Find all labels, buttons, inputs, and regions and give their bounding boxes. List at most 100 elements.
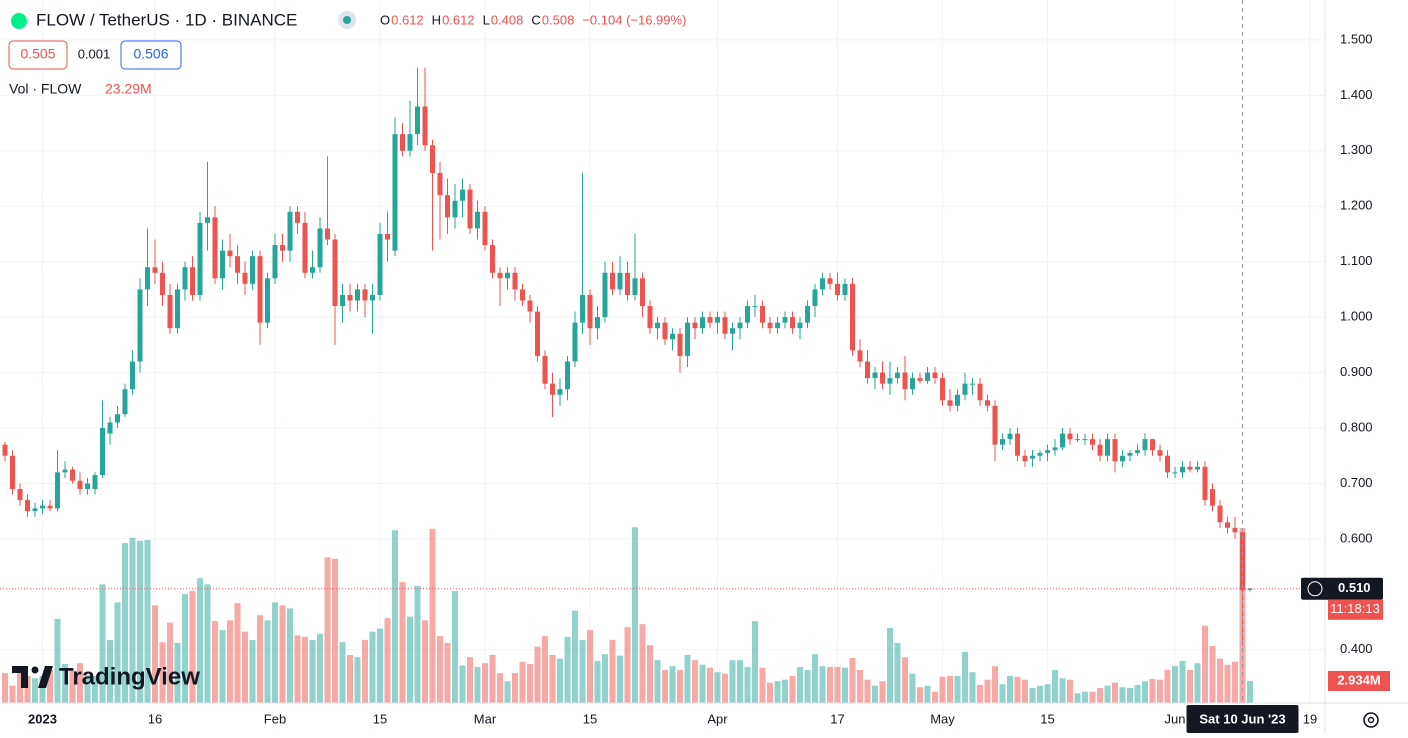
volume-bar — [489, 654, 496, 703]
candle-body — [850, 283, 856, 351]
candle-body — [527, 300, 533, 312]
candle-body — [287, 211, 293, 251]
volume-legend-value: 23.29M — [105, 81, 152, 97]
volume-bar — [572, 610, 579, 703]
candle-body — [715, 317, 721, 323]
volume-bar — [999, 684, 1006, 703]
volume-bar — [9, 685, 16, 703]
volume-bar — [774, 681, 781, 703]
logo-mark — [12, 666, 28, 688]
candle-body — [122, 389, 128, 415]
candle-body — [752, 306, 758, 308]
ohlc-value: 0.408 — [491, 12, 524, 27]
volume-bar — [737, 660, 744, 703]
candle-body — [1082, 439, 1088, 441]
add-alert-icon[interactable] — [1307, 581, 1323, 597]
volume-bar — [62, 663, 69, 703]
volume-bar — [992, 666, 999, 703]
volume-bar — [182, 594, 189, 703]
candle-body — [1060, 433, 1066, 448]
x-tick-label: Apr — [707, 711, 728, 726]
volume-bar — [47, 669, 54, 703]
candle-body — [625, 272, 631, 295]
candle-body — [347, 294, 353, 301]
volume-bar — [789, 675, 796, 703]
candle-body — [587, 294, 593, 329]
ohlc-value: 0.612 — [391, 12, 424, 27]
candle-body — [985, 400, 991, 406]
volume-bar — [924, 685, 931, 703]
candle-body — [842, 283, 848, 295]
candle-body — [910, 378, 916, 390]
volume-bar — [482, 663, 489, 703]
volume-bar — [122, 543, 129, 703]
candle-body — [77, 480, 83, 489]
candle-body — [1195, 466, 1201, 470]
candle-body — [820, 278, 826, 290]
volume-bar — [849, 657, 856, 703]
x-tick-label: Jun — [1165, 711, 1186, 726]
candle-body — [1000, 439, 1006, 445]
y-tick-label: 0.700 — [1340, 475, 1373, 490]
volume-bar — [444, 642, 451, 703]
volume-bar — [1172, 666, 1179, 703]
candle-body — [355, 289, 361, 301]
volume-bar — [399, 582, 406, 703]
candle-body — [25, 500, 31, 512]
sell-price[interactable]: 0.505 — [20, 46, 55, 62]
volume-bar — [347, 654, 354, 703]
candle-body — [160, 272, 166, 295]
volume-bar — [1059, 678, 1066, 703]
volume-bar — [527, 663, 534, 703]
candle-body — [917, 378, 923, 381]
volume-bar — [54, 618, 61, 703]
volume-bar — [549, 654, 556, 703]
volume-bar — [1202, 625, 1209, 703]
candle-body — [482, 211, 488, 246]
volume-bar — [699, 664, 706, 703]
candle-body — [992, 405, 998, 445]
volume-bar — [407, 616, 414, 703]
candle-body — [10, 455, 16, 489]
candle-body — [340, 294, 346, 307]
volume-bar — [107, 639, 114, 703]
volume-bar — [437, 636, 444, 703]
candle-body — [647, 306, 653, 329]
volume-bar — [459, 665, 466, 703]
volume-bar — [429, 528, 436, 703]
candle-body — [250, 256, 256, 284]
candle-body — [47, 505, 53, 509]
volume-bar — [1014, 676, 1021, 703]
candle-body — [325, 228, 331, 240]
volume-bar — [84, 675, 91, 703]
volume-bar — [602, 654, 609, 703]
settings-icon[interactable] — [1363, 712, 1379, 728]
candle-body — [92, 475, 98, 489]
candle-body — [655, 322, 661, 329]
candle-body — [662, 322, 668, 340]
candle-body — [730, 328, 736, 334]
volume-bar — [887, 627, 894, 703]
volume-bar — [977, 684, 984, 703]
sell-button[interactable] — [8, 40, 68, 70]
volume-bar — [272, 602, 279, 703]
candle-body — [1067, 433, 1073, 440]
candle-body — [632, 278, 638, 295]
volume-bar — [1067, 679, 1074, 703]
volume-bar — [144, 540, 151, 703]
volume-bar — [377, 628, 384, 703]
volume-bar — [77, 663, 84, 703]
candle-body — [17, 488, 23, 501]
candle-body — [955, 394, 961, 406]
candle-body — [872, 372, 878, 379]
candle-body — [1150, 439, 1156, 451]
candle-body — [565, 361, 571, 390]
buy-price[interactable]: 0.506 — [133, 46, 168, 62]
buy-button[interactable] — [120, 40, 182, 70]
candle-body — [812, 289, 818, 307]
candle-body — [137, 289, 143, 362]
volume-bar — [752, 621, 759, 703]
candle-body — [677, 333, 683, 356]
candle-body — [370, 294, 376, 301]
y-tick-label: 1.500 — [1340, 31, 1373, 46]
